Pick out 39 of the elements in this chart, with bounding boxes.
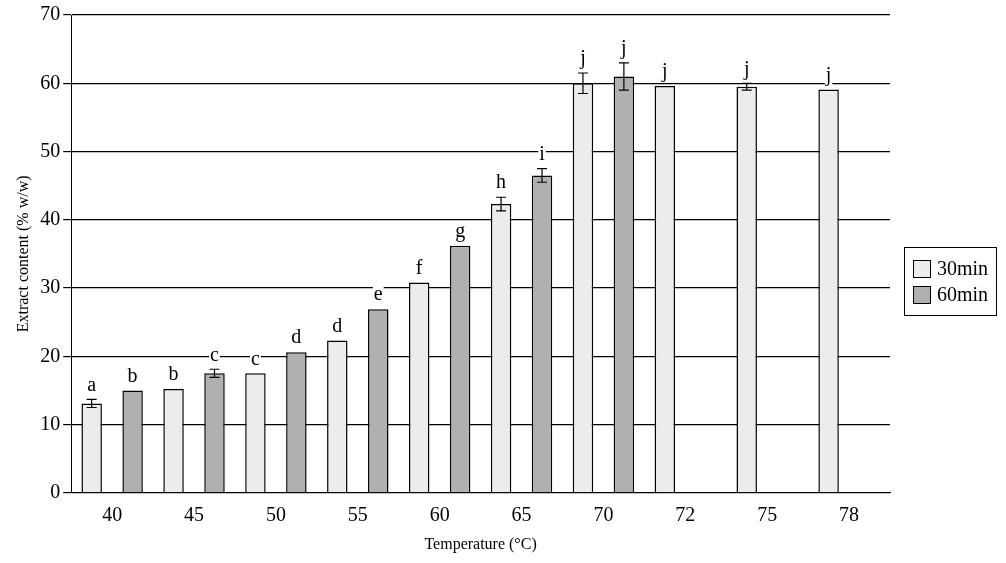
- legend-label: 30min: [937, 257, 989, 280]
- x-tick-label: 75: [757, 503, 778, 526]
- x-tick-label: 50: [265, 503, 286, 526]
- data-label: f: [415, 255, 423, 278]
- data-label: j: [824, 62, 832, 86]
- x-tick-label: 72: [675, 503, 696, 526]
- data-label: g: [455, 218, 466, 242]
- y-tick-label: 70: [40, 2, 61, 25]
- y-tick-label: 20: [40, 343, 61, 366]
- y-tick-label: 40: [40, 207, 61, 230]
- data-label: j: [620, 36, 627, 60]
- data-label: b: [127, 363, 138, 386]
- y-tick-label: 10: [40, 411, 61, 434]
- data-label: d: [291, 325, 302, 348]
- data-label: b: [168, 362, 179, 385]
- data-label: j: [661, 59, 668, 83]
- x-tick-label: 78: [839, 503, 860, 526]
- data-label: i: [539, 141, 546, 164]
- data-label: c: [210, 342, 220, 365]
- x-tick-label: 45: [184, 503, 205, 526]
- x-tick-label: 40: [102, 503, 123, 526]
- y-tick-label: 30: [40, 275, 61, 298]
- data-label: d: [332, 313, 343, 336]
- data-label: a: [87, 372, 97, 395]
- x-axis-title: Temperature (°C): [424, 534, 537, 553]
- y-axis-title: Extract content (% w/w): [13, 175, 32, 333]
- data-label: j: [579, 46, 586, 70]
- x-tick-label: 70: [593, 503, 614, 526]
- legend-label: 60min: [937, 283, 989, 306]
- y-tick-label: 0: [50, 480, 61, 503]
- data-label: j: [742, 56, 750, 80]
- data-label: c: [250, 346, 260, 369]
- x-tick-label: 55: [347, 503, 368, 526]
- y-tick-label: 50: [40, 138, 61, 161]
- y-tick-label: 60: [40, 70, 61, 93]
- x-tick-label: 65: [511, 503, 532, 526]
- x-tick-label: 60: [429, 503, 450, 526]
- data-label: e: [373, 282, 383, 305]
- data-label: h: [496, 170, 507, 193]
